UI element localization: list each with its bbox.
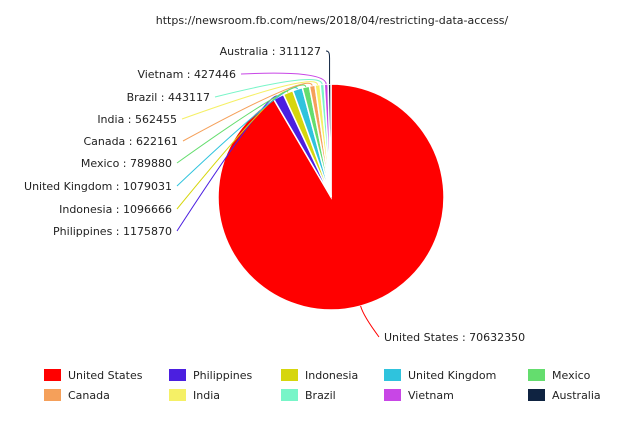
legend-item-australia[interactable]: Australia (528, 389, 601, 402)
legend-label: Canada (68, 389, 110, 402)
leader-line-mexico (176, 84, 307, 164)
leader-line-india (181, 81, 319, 120)
legend-label: Brazil (305, 389, 336, 402)
legend-swatch (44, 369, 61, 381)
legend-label: Indonesia (305, 369, 358, 382)
legend-item-brazil[interactable]: Brazil (281, 389, 336, 402)
legend-label: United Kingdom (408, 369, 496, 382)
data-label-united-kingdom: United Kingdom : 1079031 (24, 180, 172, 193)
legend-label: Vietnam (408, 389, 454, 402)
legend-swatch (528, 389, 545, 401)
data-label-mexico: Mexico : 789880 (81, 157, 172, 170)
legend-item-india[interactable]: India (169, 389, 220, 402)
data-label-canada: Canada : 622161 (83, 135, 178, 148)
legend-item-united-states[interactable]: United States (44, 369, 143, 382)
data-label-brazil: Brazil : 443117 (127, 91, 210, 104)
data-labels: United States : 70632350 Philippines : 11… (24, 45, 525, 344)
leader-line-united-kingdom (176, 87, 298, 187)
label-leader-lines (176, 50, 380, 338)
legend-label: United States (68, 369, 143, 382)
legend-label: Australia (552, 389, 601, 402)
legend-item-mexico[interactable]: Mexico (528, 369, 591, 382)
legend-label: Philippines (193, 369, 253, 382)
pie-slices (217, 83, 445, 311)
legend: United States Philippines Indonesia United … (44, 369, 601, 402)
legend-swatch (44, 389, 61, 401)
legend-swatch (528, 369, 545, 381)
pie-slice-australia (327, 83, 332, 198)
legend-swatch (384, 389, 401, 401)
data-label-united-states: United States : 70632350 (384, 331, 525, 344)
legend-swatch (169, 369, 186, 381)
legend-label: Mexico (552, 369, 591, 382)
legend-swatch (281, 369, 298, 381)
legend-swatch (169, 389, 186, 401)
leader-line-vietnam (240, 72, 327, 85)
data-label-australia: Australia : 311127 (220, 45, 321, 58)
legend-item-united-kingdom[interactable]: United Kingdom (384, 369, 496, 382)
legend-item-vietnam[interactable]: Vietnam (384, 389, 454, 402)
legend-swatch (384, 369, 401, 381)
leader-line-australia (325, 50, 331, 85)
legend-item-canada[interactable]: Canada (44, 389, 110, 402)
legend-item-indonesia[interactable]: Indonesia (281, 369, 358, 382)
leader-line-brazil (214, 79, 323, 98)
data-label-philippines: Philippines : 1175870 (53, 225, 172, 238)
data-label-vietnam: Vietnam : 427446 (137, 68, 236, 81)
leader-line-canada (182, 82, 313, 142)
legend-swatch (281, 389, 298, 401)
data-label-india: India : 562455 (97, 113, 177, 126)
leader-line-united-states (360, 305, 380, 338)
data-label-indonesia: Indonesia : 1096666 (59, 203, 172, 216)
legend-label: India (193, 389, 220, 402)
chart-title: https://newsroom.fb.com/news/2018/04/res… (156, 14, 509, 27)
legend-item-philippines[interactable]: Philippines (169, 369, 253, 382)
